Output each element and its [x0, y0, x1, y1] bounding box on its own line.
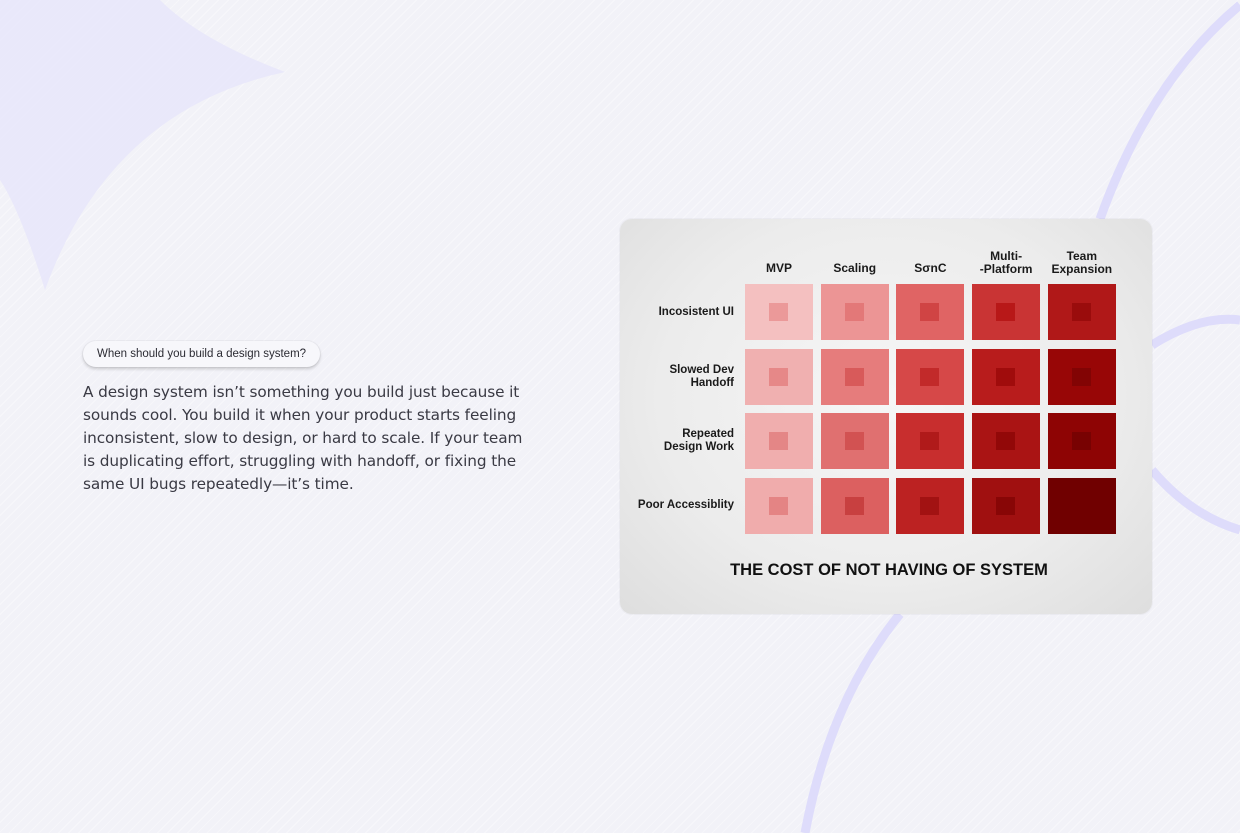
- heatmap-cell-marker: [769, 432, 788, 450]
- heatmap-cell-marker: [1071, 432, 1091, 450]
- heatmap-cell: [745, 284, 813, 340]
- row-header: Slowed Dev Handoff: [669, 363, 734, 389]
- heatmap-cell-marker: [844, 303, 864, 321]
- column-header: SσnC: [914, 261, 947, 275]
- intro-paragraph: A design system isn’t something you buil…: [83, 383, 523, 493]
- heatmap-cell: [972, 413, 1041, 469]
- heatmap-cell: [972, 477, 1041, 534]
- row-header: Incosistent UI: [658, 305, 734, 318]
- heatmap-cell-marker: [769, 367, 788, 386]
- background-arc-top-right: [1095, 1, 1240, 221]
- heatmap-cell: [820, 477, 889, 534]
- background-arc-right-lower: [1148, 467, 1240, 535]
- column-header: MVP: [765, 261, 792, 275]
- heatmap-cell-marker: [920, 303, 940, 321]
- heatmap-cell-marker: [1071, 303, 1091, 321]
- heatmap-cell-marker: [996, 367, 1016, 386]
- heatmap-cell-marker: [844, 367, 864, 386]
- heatmap-cell-marker: [769, 303, 788, 321]
- column-header: Multi- -Platform: [979, 249, 1033, 276]
- heatmap-cell-marker: [920, 496, 940, 515]
- heatmap-cell: [745, 413, 813, 469]
- background-leaf-shape: [0, 0, 285, 290]
- heatmap-cell: [972, 348, 1041, 405]
- column-header: Scaling: [833, 261, 877, 275]
- question-pill: When should you build a design system?: [83, 341, 321, 367]
- chart-title: THE COST OF NOT HAVING OF SYSTEM: [730, 561, 1048, 579]
- heatmap-cell-marker: [844, 496, 864, 515]
- heatmap-cell: [896, 413, 965, 469]
- row-header: Repeated Design Work: [663, 428, 734, 453]
- heatmap-cell: [820, 413, 889, 469]
- heatmap-cell: [745, 477, 813, 534]
- heatmap-cell: [1047, 413, 1116, 469]
- row-header: Poor Accessiblity: [637, 499, 734, 511]
- heatmap-cell: [972, 284, 1041, 340]
- heatmap-cell-marker: [1071, 496, 1091, 515]
- heatmap-card: THE COST OF NOT HAVING OF SYSTEM MVP Scal…: [620, 219, 1152, 614]
- heatmap-cell-marker: [920, 432, 940, 450]
- heatmap-cell: [896, 284, 965, 340]
- heatmap-cell-marker: [996, 303, 1016, 321]
- heatmap-cell: [745, 348, 813, 405]
- heatmap-cell-marker: [1071, 367, 1091, 386]
- heatmap-cell-marker: [844, 432, 864, 450]
- heatmap-cell-marker: [920, 367, 940, 386]
- heatmap-cell: [1047, 284, 1116, 340]
- background-arc-right: [1149, 314, 1240, 349]
- heatmap-cell: [896, 477, 965, 534]
- heatmap-cell-marker: [996, 496, 1016, 515]
- heatmap-cell: [1047, 348, 1116, 405]
- heatmap-cell: [820, 348, 889, 405]
- heatmap-cell-marker: [996, 432, 1016, 450]
- intro-section: When should you build a design system? A…: [83, 341, 523, 496]
- background-arc-bottom: [800, 611, 904, 833]
- heatmap-cell-marker: [769, 496, 788, 515]
- heatmap-cell: [896, 348, 965, 405]
- column-header: Team Expansion: [1051, 249, 1113, 276]
- heatmap-cell: [820, 284, 889, 340]
- heatmap-cell: [1047, 477, 1116, 534]
